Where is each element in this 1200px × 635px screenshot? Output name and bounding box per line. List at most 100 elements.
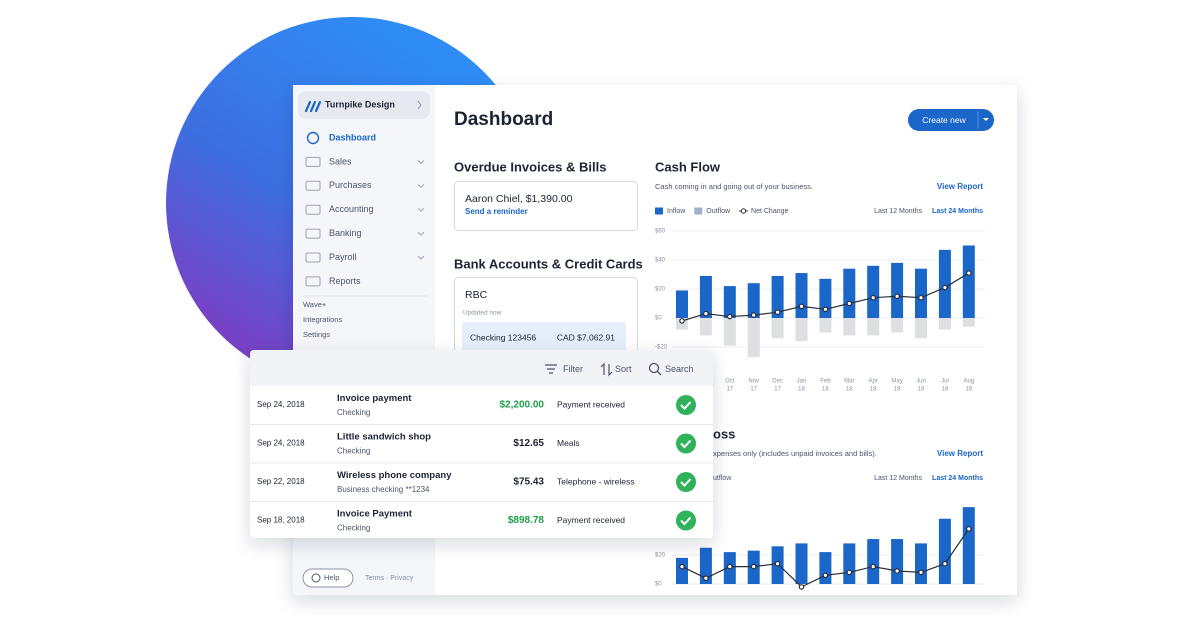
legend-swatch xyxy=(694,207,703,215)
y-tick-label: $20 xyxy=(655,553,666,559)
bar xyxy=(699,318,712,336)
x-tick-label: 18 xyxy=(942,387,949,393)
chart-subtitle: Cash coming in and going out of your bus… xyxy=(655,182,813,191)
chart-title: oss xyxy=(713,426,735,441)
logo xyxy=(304,100,322,113)
bar xyxy=(938,318,951,330)
line-point xyxy=(965,270,972,276)
bank-name: RBC xyxy=(465,289,488,301)
view-report[interactable]: View Report xyxy=(937,449,983,458)
section-title: Bank Accounts & Credit Cards xyxy=(454,256,643,271)
chevron xyxy=(417,231,425,236)
status-icon xyxy=(676,472,696,492)
nav-item[interactable]: Accounting xyxy=(329,204,374,214)
bar xyxy=(771,318,784,339)
chart-title: Cash Flow xyxy=(655,159,721,174)
x-tick-label: May xyxy=(891,379,902,385)
x-tick-label: 18 xyxy=(965,387,972,393)
line-point xyxy=(870,563,877,570)
range-option[interactable]: Last 12 Months xyxy=(874,475,922,482)
y-tick-label: $60 xyxy=(655,229,666,235)
line-point xyxy=(679,563,685,570)
bar xyxy=(867,318,880,336)
nav-link[interactable]: Integrations xyxy=(303,315,342,324)
dropdown-arrow[interactable] xyxy=(983,118,989,121)
table-row[interactable] xyxy=(250,502,713,541)
row-date: Sep 24, 2018 xyxy=(257,400,305,409)
row-account: Business checking **1234 xyxy=(337,485,430,494)
search-button[interactable]: Search xyxy=(665,364,694,374)
bar xyxy=(795,543,808,584)
help-button[interactable] xyxy=(302,568,354,588)
button-label: Create new xyxy=(922,115,966,125)
send-reminder[interactable]: Send a reminder xyxy=(465,207,528,216)
bar xyxy=(771,275,784,318)
page-title: Dashboard xyxy=(454,109,553,130)
range-option[interactable]: Last 12 Months xyxy=(874,208,922,215)
panel-bg xyxy=(250,350,713,538)
nav-item[interactable]: Dashboard xyxy=(329,132,376,142)
status-check xyxy=(680,478,692,487)
create-new-button[interactable] xyxy=(908,109,994,131)
bank-status: Updated now xyxy=(463,310,502,317)
x-tick-label: 18 xyxy=(870,387,877,393)
company-switcher[interactable] xyxy=(298,91,430,119)
filter-button[interactable]: Filter xyxy=(563,364,583,374)
table-row[interactable] xyxy=(250,386,713,425)
x-tick-label: 18 xyxy=(846,387,853,393)
bar xyxy=(891,262,904,318)
nav-icon xyxy=(306,131,320,145)
x-tick-label: 17 xyxy=(750,387,757,393)
x-tick-label: Jul xyxy=(941,379,949,385)
row-category: Payment received xyxy=(557,515,625,525)
line-point xyxy=(822,306,829,313)
nav-item[interactable]: Reports xyxy=(329,276,361,286)
status-check xyxy=(680,401,692,410)
row-category: Payment received xyxy=(557,399,625,409)
line-point xyxy=(894,568,900,574)
table-row[interactable] xyxy=(250,425,713,464)
bar xyxy=(891,539,904,584)
chevron xyxy=(417,160,425,165)
status-icon xyxy=(676,510,696,531)
status-icon xyxy=(676,433,696,454)
table-row[interactable] xyxy=(250,463,713,502)
sort-button[interactable]: Sort xyxy=(615,364,632,374)
bar xyxy=(938,518,951,584)
row-date: Sep 24, 2018 xyxy=(257,439,305,448)
nav-icon xyxy=(305,180,321,191)
x-tick-label: Oct xyxy=(725,379,735,385)
bar xyxy=(819,278,832,318)
nav-item[interactable]: Sales xyxy=(329,156,352,166)
footer-links[interactable]: Terms · Privacy xyxy=(365,575,414,582)
search-icon xyxy=(656,370,662,376)
view-report[interactable]: View Report xyxy=(937,182,983,191)
line-point xyxy=(703,310,709,317)
row-account: Checking xyxy=(337,408,370,417)
status-icon xyxy=(676,395,696,415)
nav-item[interactable]: Banking xyxy=(329,228,362,238)
charts: Cash Flow Cash coming in and going out of… xyxy=(655,159,985,590)
x-tick-label: 18 xyxy=(918,387,925,393)
range-option[interactable]: Last 24 Months xyxy=(932,208,983,215)
help-label: Help xyxy=(324,573,339,582)
bar xyxy=(819,552,832,584)
nav-item[interactable]: Payroll xyxy=(329,252,357,262)
bar xyxy=(867,539,880,584)
nav-link[interactable]: Settings xyxy=(303,330,330,339)
nav-link[interactable]: Wave+ xyxy=(303,300,327,309)
row-account: Checking xyxy=(337,447,370,456)
bar xyxy=(938,249,951,318)
bar xyxy=(915,268,927,318)
row-payee: Invoice payment xyxy=(337,393,412,404)
line-point xyxy=(942,284,948,291)
y-tick-label: $20 xyxy=(655,287,666,293)
line-point xyxy=(703,575,709,582)
line-point xyxy=(846,300,853,307)
section-title: Overdue Invoices & Bills xyxy=(454,159,606,174)
nav-item[interactable]: Purchases xyxy=(329,180,372,190)
x-tick-label: Feb xyxy=(820,379,831,385)
range-option[interactable]: Last 24 Months xyxy=(932,475,983,482)
chart-subtitle: xpenses only (includes unpaid invoices a… xyxy=(713,449,877,458)
